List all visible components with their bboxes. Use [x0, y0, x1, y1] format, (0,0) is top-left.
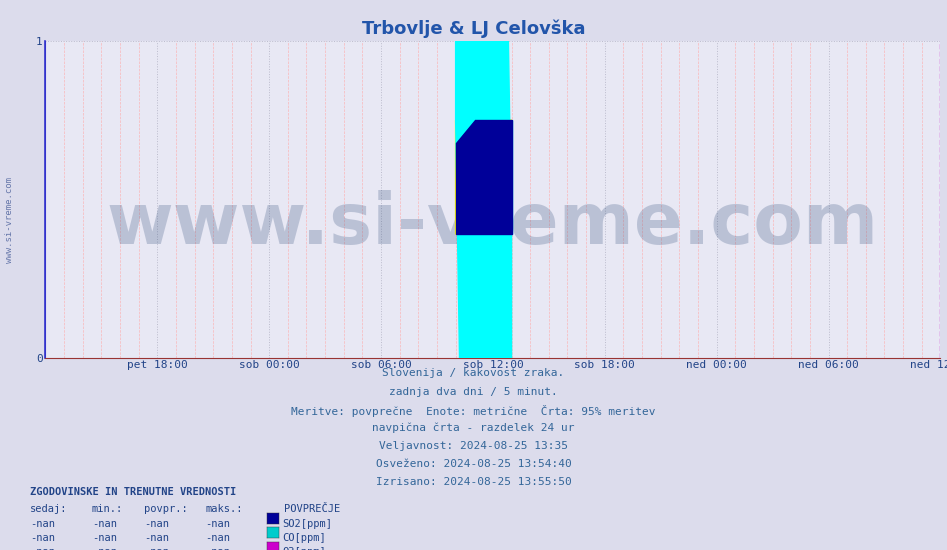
Text: -nan: -nan — [144, 547, 169, 550]
Text: zadnja dva dni / 5 minut.: zadnja dva dni / 5 minut. — [389, 387, 558, 397]
Text: www.si-vreme.com: www.si-vreme.com — [5, 177, 14, 263]
Text: Slovenija / kakovost zraka.: Slovenija / kakovost zraka. — [383, 368, 564, 378]
Text: O3[ppm]: O3[ppm] — [282, 547, 326, 550]
Text: -nan: -nan — [30, 519, 55, 529]
Text: -nan: -nan — [205, 519, 230, 529]
Text: -nan: -nan — [92, 519, 116, 529]
Text: Meritve: povprečne  Enote: metrične  Črta: 95% meritev: Meritve: povprečne Enote: metrične Črta:… — [292, 405, 655, 417]
Polygon shape — [456, 120, 511, 234]
Polygon shape — [456, 120, 511, 234]
Text: sedaj:: sedaj: — [30, 504, 68, 514]
Text: POVPREČJE: POVPREČJE — [284, 504, 340, 514]
Polygon shape — [456, 0, 511, 550]
Text: -nan: -nan — [92, 533, 116, 543]
Text: Trbovlje & LJ Celovška: Trbovlje & LJ Celovška — [362, 19, 585, 38]
Text: -nan: -nan — [30, 547, 55, 550]
Text: min.:: min.: — [92, 504, 123, 514]
Text: Izrisano: 2024-08-25 13:55:50: Izrisano: 2024-08-25 13:55:50 — [376, 477, 571, 487]
Text: Osveženo: 2024-08-25 13:54:40: Osveženo: 2024-08-25 13:54:40 — [376, 459, 571, 469]
Text: -nan: -nan — [30, 533, 55, 543]
Text: www.si-vreme.com: www.si-vreme.com — [107, 190, 879, 259]
Text: navpična črta - razdelek 24 ur: navpična črta - razdelek 24 ur — [372, 423, 575, 433]
Text: CO[ppm]: CO[ppm] — [282, 533, 326, 543]
FancyBboxPatch shape — [456, 120, 511, 234]
Text: Veljavnost: 2024-08-25 13:35: Veljavnost: 2024-08-25 13:35 — [379, 441, 568, 451]
Text: -nan: -nan — [144, 533, 169, 543]
Text: maks.:: maks.: — [205, 504, 243, 514]
Text: -nan: -nan — [205, 547, 230, 550]
Text: -nan: -nan — [144, 519, 169, 529]
Polygon shape — [456, 120, 511, 234]
Text: -nan: -nan — [92, 547, 116, 550]
Text: -nan: -nan — [205, 533, 230, 543]
Text: ZGODOVINSKE IN TRENUTNE VREDNOSTI: ZGODOVINSKE IN TRENUTNE VREDNOSTI — [30, 487, 237, 497]
Polygon shape — [456, 120, 511, 234]
Text: povpr.:: povpr.: — [144, 504, 188, 514]
Text: SO2[ppm]: SO2[ppm] — [282, 519, 332, 529]
